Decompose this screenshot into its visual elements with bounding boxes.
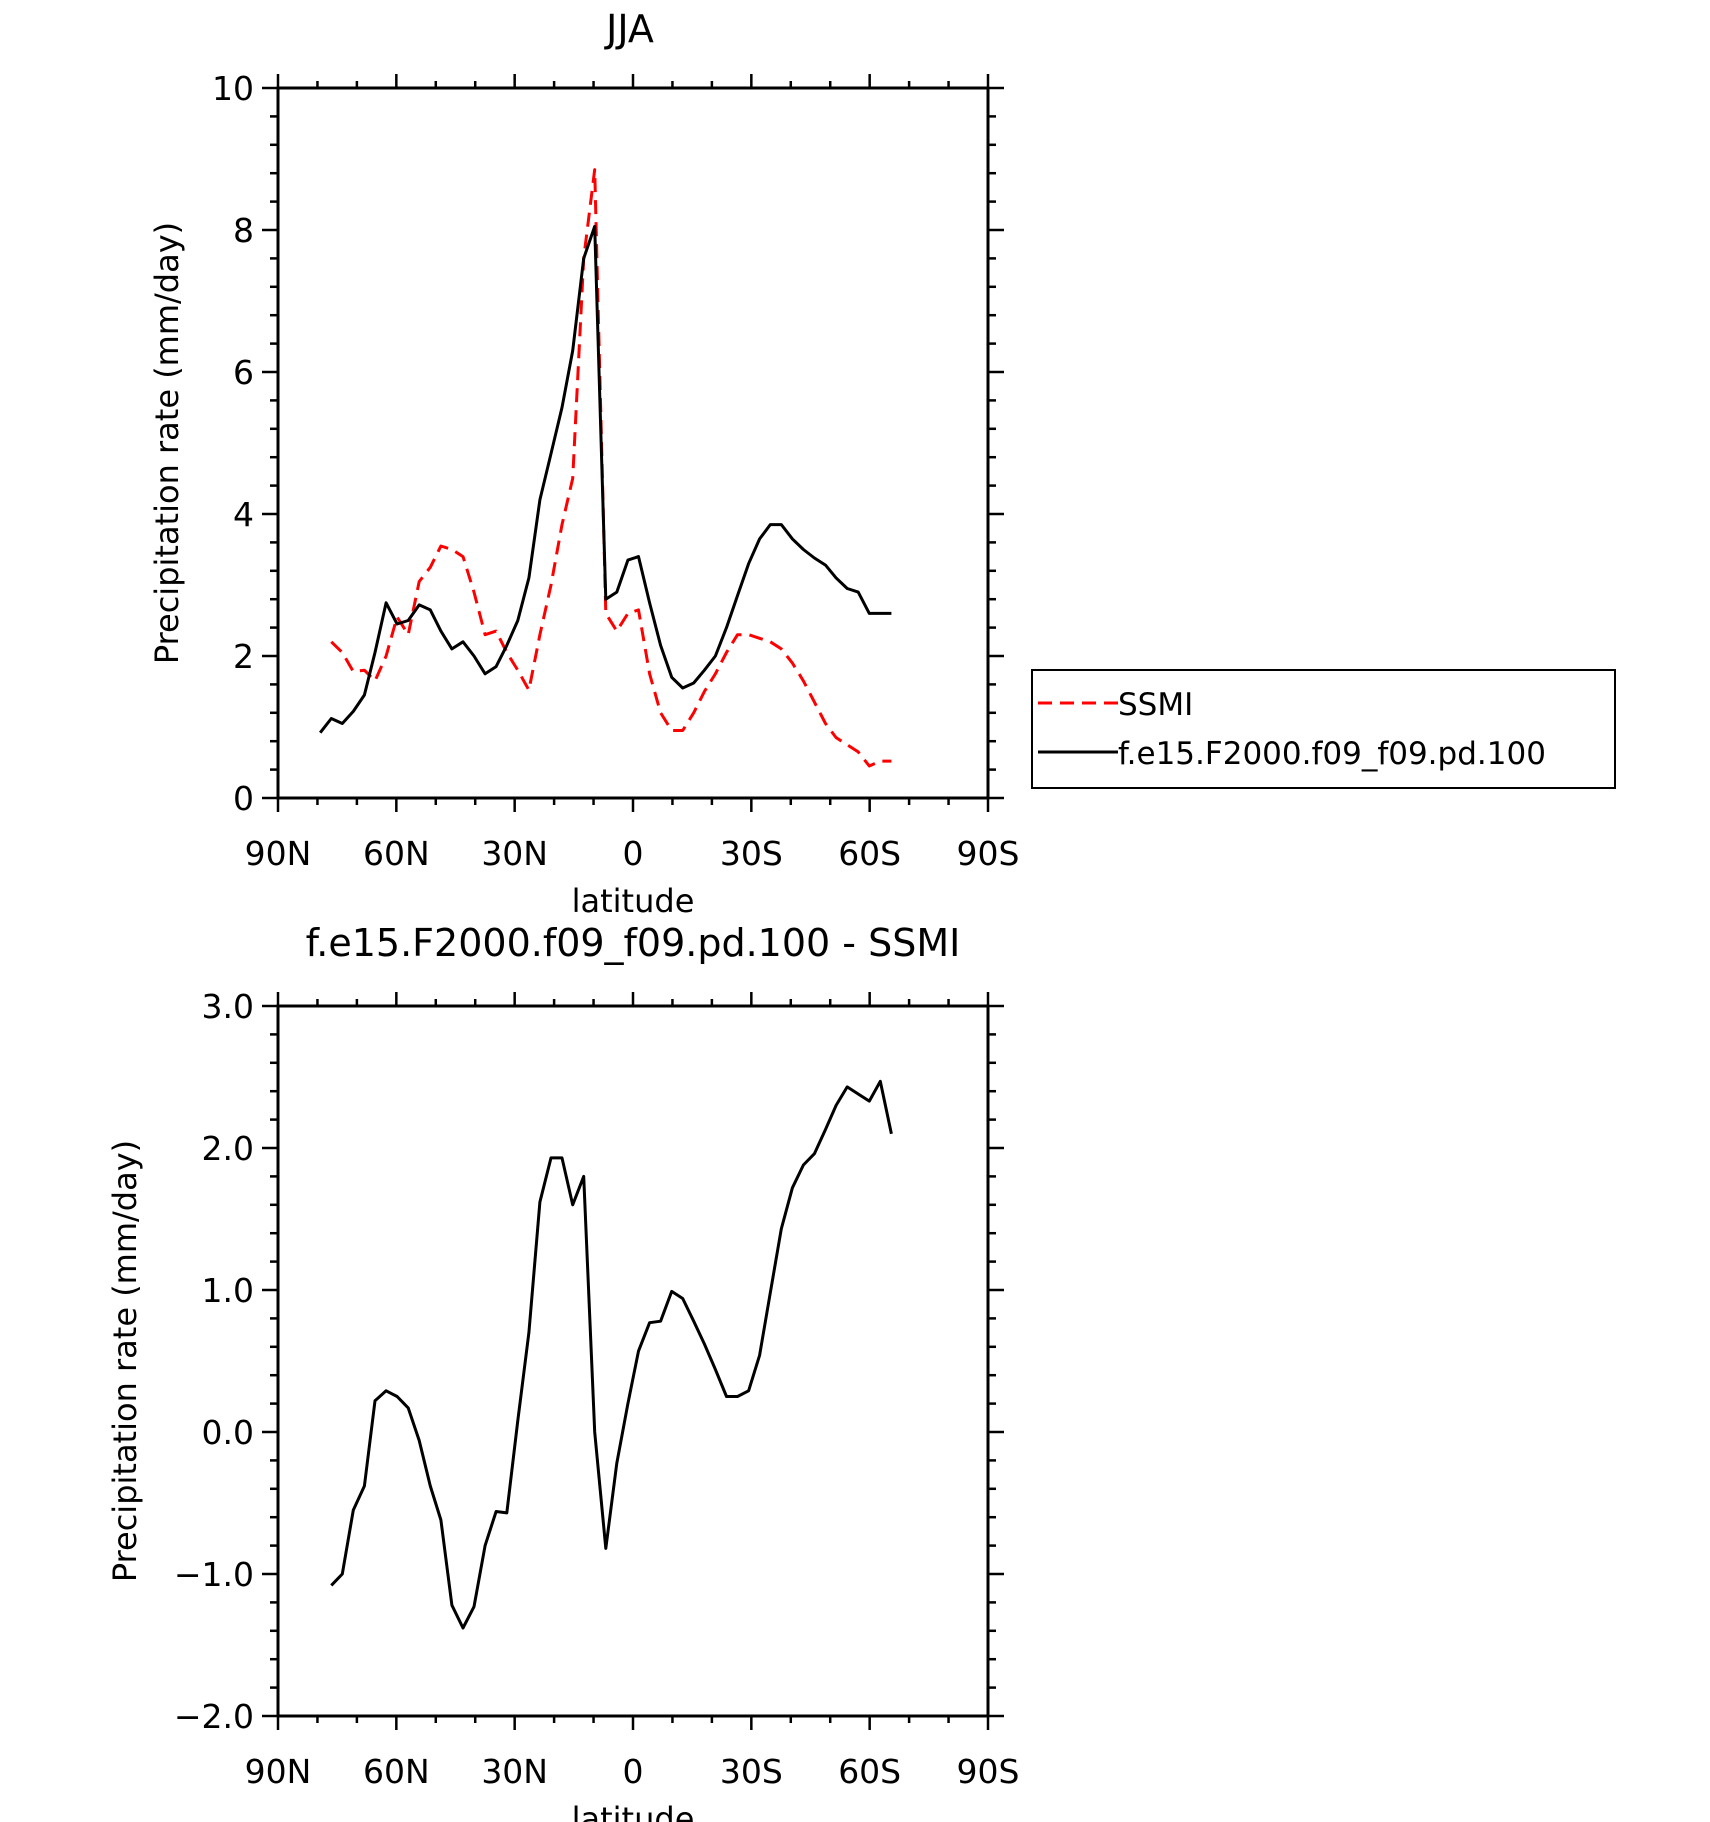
series-line-f-e15-f2000-f09-f09-pd-100 — [319, 224, 892, 734]
series-group — [319, 168, 892, 768]
chart-title: JJA — [604, 7, 654, 51]
x-tick-label: 30N — [481, 834, 548, 873]
x-tick-label: 90N — [245, 1752, 312, 1791]
chart-title: f.e15.F2000.f09_f09.pd.100 - SSMI — [306, 921, 961, 965]
x-tick-label: 60N — [363, 834, 430, 873]
y-tick-labels: 0 2 4 6 8 10 — [212, 69, 254, 818]
x-tick-labels: 90N 60N 30N 0 30S 60S 90S — [245, 834, 1020, 873]
y-tick-label: 3.0 — [202, 987, 254, 1026]
x-tick-label: 60N — [363, 1752, 430, 1791]
y-tick-label: −2.0 — [174, 1697, 254, 1736]
series-line-difference — [330, 1079, 893, 1630]
y-axis-label: Precipitation rate (mm/day) — [106, 1140, 144, 1582]
x-axis-label: latitude — [572, 1800, 695, 1822]
x-tick-labels: 90N 60N 30N 0 30S 60S 90S — [245, 1752, 1020, 1791]
top-chart-panel: JJA 90N 60N 30N 0 30S 60S 90S 0 2 4 6 8 10 latitude… — [148, 7, 1019, 920]
x-tick-label: 60S — [838, 1752, 901, 1791]
series-group — [330, 1079, 893, 1630]
y-tick-label: 2.0 — [202, 1129, 254, 1168]
x-axis-label: latitude — [572, 882, 695, 920]
y-tick-label: 0.0 — [202, 1413, 254, 1452]
x-tick-label: 90S — [957, 1752, 1020, 1791]
legend-label-model: f.e15.F2000.f09_f09.pd.100 — [1118, 736, 1546, 772]
x-tick-label: 0 — [623, 834, 644, 873]
x-tick-label: 0 — [623, 1752, 644, 1791]
tick-marks — [262, 992, 1004, 1730]
legend-box — [1031, 669, 1616, 789]
legend: SSMI f.e15.F2000.f09_f09.pd.100 — [1031, 669, 1616, 789]
y-tick-label: 0 — [233, 779, 254, 818]
x-tick-label: 30N — [481, 1752, 548, 1791]
y-axis-label: Precipitation rate (mm/day) — [148, 222, 186, 664]
plot-frame — [276, 86, 990, 800]
series-line-ssmi — [330, 168, 892, 768]
y-tick-label: 1.0 — [202, 1271, 254, 1310]
plot-frame — [276, 1004, 990, 1718]
y-tick-label: 4 — [233, 495, 254, 534]
x-tick-label: 90S — [957, 834, 1020, 873]
legend-label-ssmi: SSMI — [1118, 687, 1193, 723]
y-tick-label: −1.0 — [174, 1555, 254, 1594]
y-tick-label: 8 — [233, 211, 254, 250]
y-tick-label: 10 — [212, 69, 254, 108]
x-tick-label: 30S — [720, 1752, 783, 1791]
y-tick-label: 2 — [233, 637, 254, 676]
x-tick-label: 90N — [245, 834, 312, 873]
x-tick-label: 60S — [838, 834, 901, 873]
y-tick-label: 6 — [233, 353, 254, 392]
x-tick-label: 30S — [720, 834, 783, 873]
bottom-chart-panel: f.e15.F2000.f09_f09.pd.100 - SSMI 90N 60N… — [106, 921, 1019, 1822]
y-tick-labels: −2.0 −1.0 0.0 1.0 2.0 3.0 — [174, 987, 254, 1736]
tick-marks — [262, 74, 1004, 812]
